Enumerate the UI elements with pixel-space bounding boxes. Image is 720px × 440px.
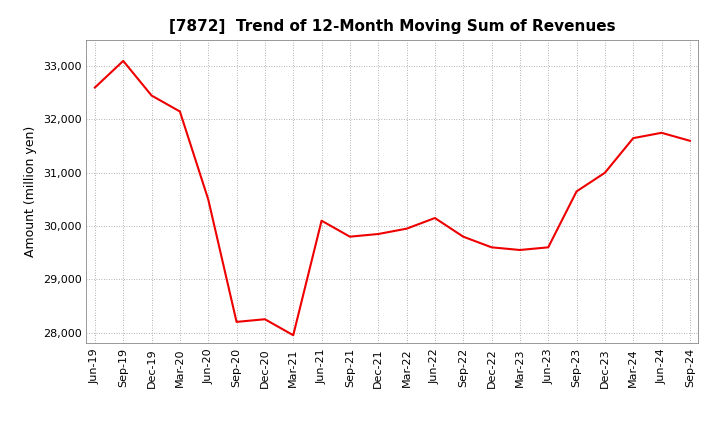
Y-axis label: Amount (million yen): Amount (million yen) (24, 126, 37, 257)
Title: [7872]  Trend of 12-Month Moving Sum of Revenues: [7872] Trend of 12-Month Moving Sum of R… (169, 19, 616, 34)
